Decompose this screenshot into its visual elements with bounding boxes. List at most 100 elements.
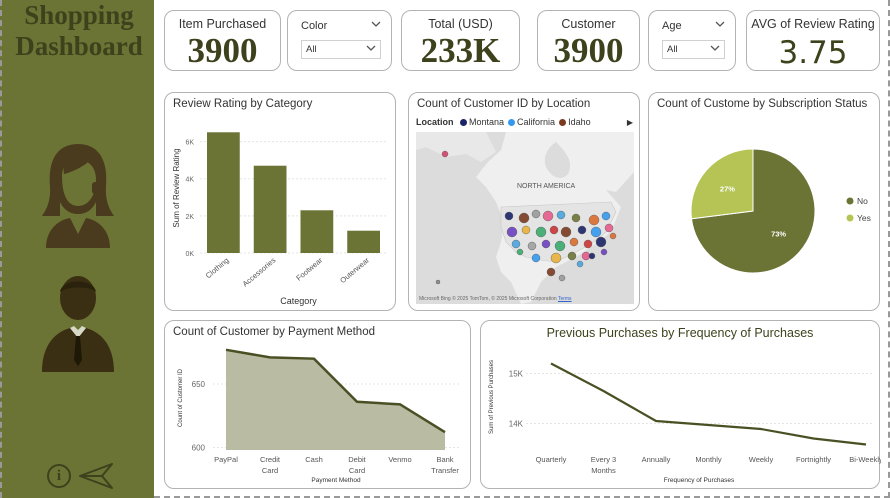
slicer-label: Age	[662, 20, 682, 32]
payment-method-chart: 600 650 PayPal Credit Card Cash Debit Card Venmo…	[178, 348, 461, 484]
map-bubble	[549, 225, 559, 235]
terms-link[interactable]: Terms	[557, 296, 572, 302]
legend-marker	[846, 214, 854, 222]
send-icon[interactable]	[78, 462, 114, 490]
main-canvas: Item Purchased 3900 Color All Total (USD…	[154, 0, 890, 498]
kpi-value: 233K	[420, 31, 501, 70]
frequency-card[interactable]: Previous Purchases by Frequency of Purch…	[480, 320, 881, 489]
kpi-label: Total (USD)	[428, 17, 493, 31]
legend-label: Yes	[857, 213, 871, 223]
y-tick-label: 600	[192, 443, 206, 452]
x-tick-label: Monthly	[695, 455, 722, 464]
map-bubble	[583, 239, 593, 249]
map-bubble	[595, 236, 607, 248]
x-axis-label: Payment Method	[311, 477, 361, 484]
map-bubble	[506, 226, 518, 238]
color-slicer[interactable]: Color All	[287, 10, 392, 71]
x-tick-label: Months	[591, 466, 616, 475]
map-bubble	[556, 210, 566, 220]
kpi-label: AVG of Review Rating	[751, 17, 875, 31]
map-bubble	[590, 226, 602, 238]
map-bubble	[571, 213, 581, 223]
legend-dot	[508, 119, 516, 126]
visual-title: Count of Customer ID by Location	[417, 98, 591, 110]
map-bubble	[581, 251, 591, 261]
map-bubble	[569, 237, 579, 247]
x-tick-label: Clothing	[204, 256, 231, 281]
x-tick-label: Debit	[348, 455, 366, 464]
map-bubble	[531, 209, 541, 219]
bing-label: Microsoft Bing	[419, 296, 451, 302]
pie-slice	[690, 148, 754, 220]
kpi-avg-review: AVG of Review Rating 3.75	[746, 10, 880, 71]
legend-item: Montana	[469, 117, 505, 127]
map-bubble	[558, 274, 566, 282]
color-dropdown[interactable]: All	[301, 40, 381, 59]
map-bubble	[511, 239, 521, 249]
area-fill	[226, 349, 445, 450]
chevron-down-icon[interactable]	[371, 20, 381, 28]
kpi-label: Item Purchased	[178, 17, 267, 31]
x-tick-label: Venmo	[388, 455, 411, 464]
map-bubble	[550, 252, 562, 264]
age-dropdown[interactable]: All	[662, 40, 725, 59]
x-tick-label: Fortnightly	[796, 455, 831, 464]
bar	[300, 210, 334, 253]
x-tick-label: Weekly	[749, 455, 774, 464]
map-bubble	[542, 210, 554, 222]
slicer-label: Color	[301, 20, 328, 32]
kpi-customer: Customer 3900	[537, 10, 640, 71]
map-bubble	[435, 279, 441, 285]
attribution-text: © 2025 TomTom, © 2025 Microsoft Corporat…	[452, 296, 557, 302]
chevron-down-icon[interactable]	[715, 20, 725, 28]
x-tick-label: Transfer	[431, 466, 459, 475]
y-tick-label: 15K	[509, 370, 524, 379]
y-tick-label: 4K	[185, 177, 194, 184]
x-tick-label: Bank	[436, 455, 453, 464]
x-tick-label: Quarterly	[536, 455, 567, 464]
legend-title: Location	[416, 117, 454, 127]
x-tick-label: Footwear	[294, 255, 324, 282]
map-bubble	[516, 248, 524, 256]
legend-marker	[846, 197, 854, 205]
kpi-value: 3900	[187, 31, 258, 70]
y-tick-label: 14K	[509, 420, 524, 429]
legend-next-arrow[interactable]: ▶	[626, 118, 633, 127]
info-icon[interactable]: i	[47, 464, 71, 488]
y-tick-label: 650	[192, 380, 206, 389]
series-line	[550, 362, 867, 446]
map-bubble	[521, 225, 531, 235]
location-map-card[interactable]: Count of Customer ID by Location Locatio…	[408, 92, 640, 311]
map-legend: Location Montana California Idaho	[416, 117, 591, 127]
female-customer-icon	[42, 144, 114, 248]
x-tick-label: Card	[262, 466, 278, 475]
map-bubble	[588, 252, 596, 260]
chevron-down-icon[interactable]	[366, 44, 376, 52]
kpi-value: 3.75	[778, 35, 848, 71]
pie-data-label: 27%	[720, 184, 735, 193]
y-axis-label: Count of Customer ID	[178, 368, 184, 427]
sidebar: Shopping Dashboard i	[0, 0, 154, 498]
pie-data-label: 73%	[771, 230, 786, 239]
map-bubble	[560, 226, 572, 238]
payment-method-card[interactable]: Count of Customer by Payment Method 600 6…	[164, 320, 471, 489]
y-tick-label: 0K	[185, 251, 194, 258]
review-by-category-card[interactable]: Review Rating by Category 0K 2K 4K 6K Clothi…	[164, 92, 396, 311]
map-bubble	[601, 211, 611, 221]
x-axis-label: Category	[280, 296, 317, 306]
area-line	[225, 348, 446, 434]
visual-title: Count of Customer by Payment Method	[173, 326, 375, 338]
slicer-value: All	[667, 44, 678, 55]
map-bubble	[567, 251, 577, 261]
slicer-value: All	[306, 44, 317, 55]
review-by-category-chart: 0K 2K 4K 6K Clothing Accessories Footwear Outer…	[172, 132, 387, 306]
subscription-card[interactable]: Count of Custome by Subscription Status …	[648, 92, 880, 311]
map-bubble	[600, 248, 608, 256]
legend-label: No	[857, 196, 868, 206]
chevron-down-icon[interactable]	[710, 44, 720, 52]
map-bubble	[535, 226, 547, 238]
age-slicer[interactable]: Age All	[648, 10, 736, 71]
map-bubble	[576, 260, 584, 268]
map-area[interactable]: NORTH AMERICA Microsoft Bing © 2025 TomT…	[416, 132, 634, 304]
x-tick-label: Every 3	[591, 455, 616, 464]
